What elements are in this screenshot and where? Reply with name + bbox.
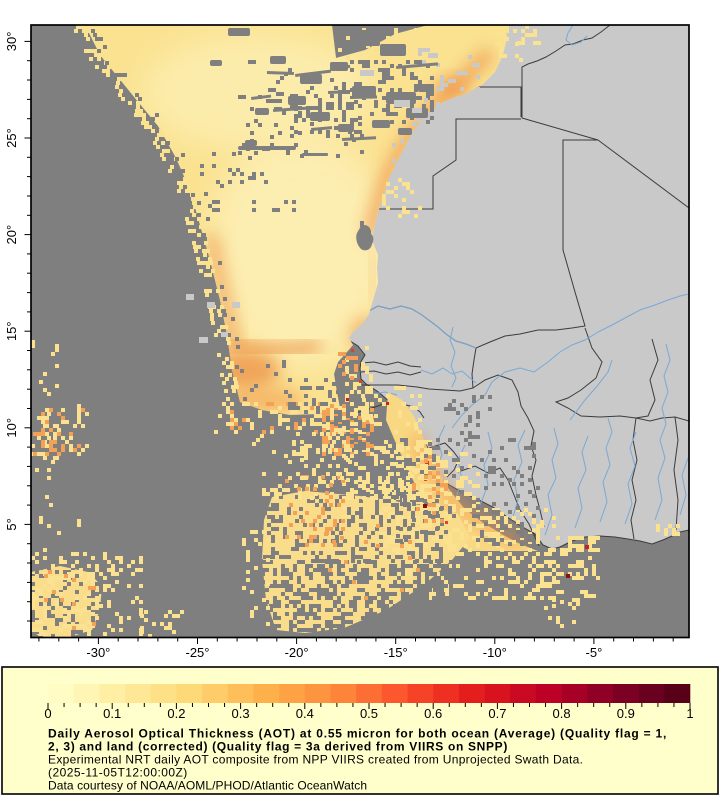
svg-text:0.5: 0.5 <box>360 706 378 721</box>
svg-text:Experimental NRT daily AOT com: Experimental NRT daily AOT composite fro… <box>48 753 583 767</box>
svg-text:0.8: 0.8 <box>553 706 571 721</box>
svg-text:10°: 10° <box>4 418 19 438</box>
svg-text:0.4: 0.4 <box>296 706 314 721</box>
svg-text:0.2: 0.2 <box>167 706 185 721</box>
svg-text:1: 1 <box>686 706 693 721</box>
svg-text:0.1: 0.1 <box>103 706 121 721</box>
svg-text:-20°: -20° <box>285 645 309 660</box>
svg-text:0.9: 0.9 <box>617 706 635 721</box>
svg-text:30°: 30° <box>4 32 19 52</box>
svg-text:0: 0 <box>44 706 51 721</box>
svg-text:Data courtesy of NOAA/AOML/PHO: Data courtesy of NOAA/AOML/PHOD/Atlantic… <box>48 779 367 793</box>
svg-text:Daily Aerosol Optical Thicknes: Daily Aerosol Optical Thickness (AOT) at… <box>48 727 667 741</box>
svg-text:2, 3) and land (corrected) (Qu: 2, 3) and land (corrected) (Quality flag… <box>48 740 508 754</box>
svg-text:15°: 15° <box>4 321 19 341</box>
svg-text:25°: 25° <box>4 128 19 148</box>
svg-text:0.3: 0.3 <box>232 706 250 721</box>
svg-text:0.7: 0.7 <box>488 706 506 721</box>
svg-text:5°: 5° <box>4 518 19 530</box>
svg-text:-30°: -30° <box>86 645 110 660</box>
svg-text:(2025-11-05T12:00:00Z): (2025-11-05T12:00:00Z) <box>48 766 188 780</box>
svg-text:-5°: -5° <box>586 645 603 660</box>
svg-text:0.6: 0.6 <box>424 706 442 721</box>
svg-text:20°: 20° <box>4 225 19 245</box>
svg-text:-10°: -10° <box>483 645 507 660</box>
svg-text:-15°: -15° <box>384 645 408 660</box>
svg-text:-25°: -25° <box>186 645 210 660</box>
